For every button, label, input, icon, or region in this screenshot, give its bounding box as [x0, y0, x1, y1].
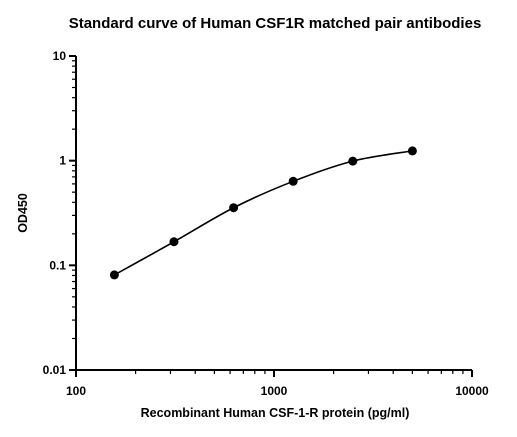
y-ticks: 0.01 0.1 1 10	[43, 49, 76, 377]
data-point	[169, 237, 179, 247]
data-point	[229, 203, 239, 213]
y-tick-label: 0.1	[49, 258, 66, 272]
data-point	[109, 270, 119, 280]
x-tick-label: 100	[66, 384, 86, 398]
x-ticks: 100 1000 10000	[66, 370, 489, 398]
data-points	[109, 146, 417, 280]
y-axis-title: OD450	[16, 193, 30, 233]
axes	[75, 56, 472, 371]
fitted-curve	[113, 150, 413, 276]
y-tick-label: 10	[53, 49, 67, 63]
data-point	[288, 176, 298, 186]
chart-title: Standard curve of Human CSF1R matched pa…	[69, 15, 482, 32]
x-tick-label: 1000	[261, 384, 288, 398]
x-tick-label: 10000	[455, 384, 489, 398]
y-tick-label: 0.01	[43, 363, 67, 377]
data-point	[348, 156, 358, 166]
x-axis-title: Recombinant Human CSF-1-R protein (pg/ml…	[141, 406, 410, 420]
data-point	[407, 146, 417, 156]
y-tick-label: 1	[59, 154, 66, 168]
